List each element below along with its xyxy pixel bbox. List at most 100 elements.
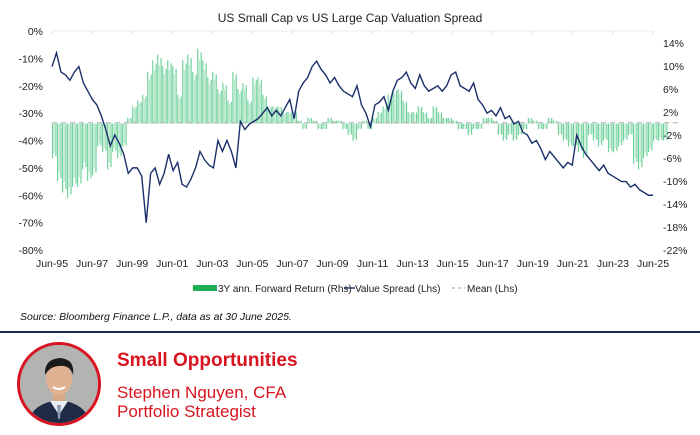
x-axis-tick-labels: Jun-95 Jun-97 Jun-99 Jun-01 Jun-03 Jun-05 Jun-…	[36, 258, 669, 270]
x-tick-label: Jun-09	[316, 258, 348, 270]
forward-return-bar	[532, 120, 534, 124]
left-tick-label: -70%	[18, 218, 43, 230]
forward-return-bar	[509, 123, 511, 134]
top-axis-ticks	[51, 30, 654, 34]
forward-return-bar	[300, 120, 302, 124]
forward-return-bar	[172, 66, 174, 124]
forward-return-bar	[242, 83, 244, 124]
forward-return-bar	[120, 123, 122, 157]
forward-return-bar	[420, 107, 423, 124]
forward-return-bar	[410, 112, 413, 124]
forward-return-bar	[284, 113, 286, 124]
forward-return-bar	[596, 123, 598, 140]
forward-return-bar	[289, 113, 291, 124]
x-tick-label: Jun-25	[637, 258, 669, 270]
forward-return-bar	[617, 123, 620, 147]
x-tick-label: Jun-19	[517, 258, 549, 270]
forward-return-bar	[380, 112, 383, 124]
forward-return-bar	[352, 123, 354, 141]
forward-return-bar	[497, 123, 499, 135]
forward-return-bar	[167, 60, 169, 124]
forward-return-bar	[68, 123, 70, 188]
forward-return-bar	[282, 112, 284, 124]
forward-return-bar	[651, 123, 653, 151]
forward-return-bar	[417, 106, 419, 124]
forward-return-bar	[422, 112, 424, 124]
forward-return-bar	[190, 57, 192, 124]
forward-return-bar	[63, 123, 65, 183]
forward-return-bar	[389, 99, 391, 124]
forward-return-bar	[537, 123, 539, 130]
forward-return-bar	[591, 123, 593, 135]
forward-return-bar	[57, 123, 59, 181]
forward-return-bar	[539, 123, 541, 129]
forward-return-bar	[632, 123, 635, 164]
forward-return-bar	[275, 107, 277, 124]
forward-return-bar	[359, 123, 361, 129]
forward-return-bar	[402, 100, 404, 124]
forward-return-bar	[228, 103, 231, 124]
source-note: Source: Bloomberg Finance L.P., data as …	[20, 311, 292, 323]
right-tick-label: 6%	[663, 84, 678, 96]
forward-return-bar	[250, 101, 252, 124]
forward-return-bar	[285, 112, 287, 124]
left-tick-label: -20%	[18, 81, 43, 93]
forward-return-bar	[62, 123, 64, 193]
forward-return-bar	[656, 123, 658, 140]
forward-return-bar	[440, 112, 443, 124]
forward-return-bar	[67, 123, 69, 199]
forward-return-bar	[529, 118, 531, 124]
forward-return-bar	[132, 106, 134, 124]
forward-return-bar	[409, 113, 411, 124]
forward-return-bar	[484, 118, 486, 124]
forward-return-bar	[467, 123, 469, 135]
forward-return-bar	[466, 123, 468, 129]
forward-return-bar	[663, 123, 665, 141]
forward-return-bar	[178, 99, 181, 124]
forward-return-bar	[487, 117, 489, 124]
forward-return-bar	[85, 123, 87, 168]
right-tick-label: -18%	[663, 222, 688, 234]
forward-return-bar	[148, 79, 150, 124]
right-tick-label: -14%	[663, 199, 688, 211]
left-axis-tick-labels: 0% -10% -20% -30% -40% -50% -60% -70% -80%	[18, 26, 43, 257]
forward-return-bar	[636, 123, 638, 162]
forward-return-bar	[372, 117, 374, 124]
forward-return-bar	[634, 123, 636, 158]
forward-return-bar	[95, 123, 97, 173]
forward-return-bar	[637, 123, 640, 170]
forward-return-bar	[357, 123, 359, 130]
forward-return-bar	[511, 123, 513, 135]
forward-return-bar	[243, 89, 246, 124]
forward-return-bar	[602, 123, 605, 141]
forward-return-bar	[347, 123, 349, 135]
forward-return-bar	[297, 120, 299, 124]
forward-return-bar	[143, 99, 145, 124]
forward-return-bar	[247, 100, 249, 124]
forward-return-bar	[646, 123, 648, 157]
x-tick-label: Jun-01	[156, 258, 188, 270]
forward-return-bar	[355, 123, 358, 140]
forward-return-bar	[658, 123, 660, 141]
forward-return-bar	[649, 123, 651, 148]
forward-return-bar	[322, 123, 324, 130]
forward-return-bar	[491, 118, 493, 124]
forward-return-bar	[87, 123, 89, 181]
forward-return-bar	[482, 117, 484, 124]
forward-return-bar	[499, 123, 501, 134]
forward-return-bar	[304, 123, 306, 129]
forward-return-bar	[145, 96, 147, 124]
forward-return-bar	[248, 103, 251, 124]
left-tick-label: -30%	[18, 108, 43, 120]
forward-return-bar	[514, 123, 516, 139]
forward-return-bar	[152, 60, 154, 124]
forward-return-bar	[414, 113, 416, 124]
forward-return-bar	[399, 94, 401, 124]
forward-return-bar	[572, 123, 575, 147]
forward-return-bar	[472, 123, 474, 130]
forward-return-bar	[195, 74, 197, 124]
forward-return-bar	[58, 123, 60, 173]
forward-return-bar	[55, 123, 57, 157]
forward-return-bar	[182, 60, 184, 124]
forward-return-bar	[432, 106, 434, 124]
